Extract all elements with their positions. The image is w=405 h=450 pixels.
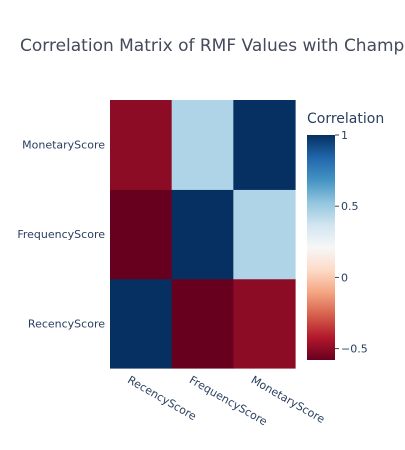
colorbar-tick-label: −0.5 xyxy=(341,343,368,356)
heatmap-cell xyxy=(233,278,296,369)
colorbar-tick-label: 0.5 xyxy=(341,200,359,213)
heatmap-cell xyxy=(233,100,296,190)
heatmap-cell xyxy=(171,189,234,280)
colorbar-tick-label: 0 xyxy=(341,271,348,284)
y-axis-ticks: RecencyScore FrequencyScore MonetaryScore xyxy=(17,139,105,331)
x-tick-label: RecencyScore xyxy=(125,373,198,423)
colorbar-title: Correlation xyxy=(307,111,384,127)
colorbar xyxy=(307,135,335,360)
y-tick-label: MonetaryScore xyxy=(22,139,105,152)
y-tick-label: RecencyScore xyxy=(28,317,105,330)
chart-title: Correlation Matrix of RMF Values with Ch… xyxy=(20,36,404,56)
heatmap-cell xyxy=(171,278,234,369)
heatmap-cell xyxy=(171,100,234,190)
heatmap-cells xyxy=(110,100,296,369)
colorbar-ticks: 1 0.5 0 −0.5 xyxy=(335,129,368,356)
y-tick-label: FrequencyScore xyxy=(17,228,105,241)
heatmap-cell xyxy=(110,100,173,190)
heatmap-cell xyxy=(110,189,173,280)
heatmap-cell xyxy=(110,278,173,369)
colorbar-tick-label: 1 xyxy=(341,129,348,142)
heatmap-cell xyxy=(233,189,296,280)
